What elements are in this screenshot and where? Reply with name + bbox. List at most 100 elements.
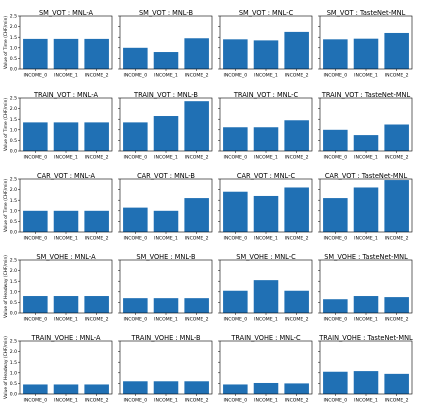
bar-income-1 — [253, 40, 279, 69]
y-tick-label: 0.5 — [10, 56, 17, 62]
subplot-title: SM_VOT : MNL-C — [239, 9, 294, 17]
y-tick-label: 2.5 — [10, 14, 17, 20]
x-tick-label: INCOME_1 — [254, 155, 278, 161]
y-tick-label: 0.0 — [10, 67, 17, 73]
bar-income-1 — [53, 38, 79, 69]
subplot-19: TRAIN_VOHE : MNL-C INCOME_0 INCOME_1 INCOME… — [218, 334, 313, 404]
x-tick-label: INCOME_0 — [223, 236, 247, 242]
subplot-title: SM_VOHE : MNL-A — [36, 253, 96, 261]
bar-income-1 — [153, 210, 179, 232]
x-tick-label: INCOME_2 — [285, 317, 309, 323]
y-tick-label: 2.0 — [10, 24, 17, 30]
subplot-16: SM_VOHE : TasteNet-MNL INCOME_0 INCOME_1 IN… — [318, 253, 413, 323]
subplot-title: TRAIN_VOHE : MNL-A — [30, 334, 101, 342]
bar-income-2 — [184, 298, 209, 313]
subplot-12: CAR_VOT : TasteNet-MNL INCOME_0 INCOME_1 IN… — [318, 172, 413, 242]
bar-income-2 — [84, 38, 109, 69]
y-tick-label: 2.5 — [10, 258, 17, 264]
bar-income-0 — [23, 38, 48, 69]
subplot-title: TRAIN_VOHE : MNL-B — [131, 334, 201, 342]
bar-income-1 — [53, 210, 79, 232]
subplot-title: SM_VOT : MNL-B — [139, 9, 194, 17]
bar-income-1 — [253, 127, 279, 151]
x-tick-label: INCOME_0 — [323, 155, 347, 161]
x-tick-label: INCOME_2 — [385, 155, 409, 161]
bar-income-1 — [153, 52, 179, 69]
bar-income-0 — [223, 127, 248, 151]
x-tick-label: INCOME_1 — [354, 73, 378, 79]
subplot-title: TRAIN_VOHE : TasteNet-MNL — [318, 334, 413, 342]
y-axis-label: Value of Headway (CHF/min) — [3, 255, 9, 318]
y-tick-label: 2.5 — [10, 339, 17, 345]
x-tick-label: INCOME_1 — [354, 155, 378, 161]
subplot-title: CAR_VOT : MNL-C — [237, 172, 296, 180]
x-tick-label: INCOME_2 — [385, 398, 409, 404]
x-tick-label: INCOME_1 — [154, 73, 178, 79]
y-tick-label: 2.0 — [10, 106, 17, 112]
subplot-17: TRAIN_VOHE : MNL-A INCOME_0 INCOME_1 INCOME… — [3, 334, 113, 404]
subplot-1: SM_VOT : MNL-A INCOME_0 INCOME_1 INCOME_2 0.… — [3, 9, 113, 79]
x-tick-label: INCOME_2 — [285, 155, 309, 161]
bar-income-2 — [284, 120, 309, 151]
bar-income-0 — [123, 47, 148, 69]
bar-income-1 — [353, 135, 379, 151]
x-tick-label: INCOME_0 — [123, 398, 147, 404]
y-tick-label: 1.0 — [10, 127, 17, 133]
bar-income-1 — [53, 296, 79, 313]
subplot-14: SM_VOHE : MNL-B INCOME_0 INCOME_1 INCOME_2 — [118, 253, 213, 323]
x-tick-label: INCOME_1 — [354, 317, 378, 323]
x-tick-label: INCOME_2 — [185, 398, 209, 404]
x-tick-label: INCOME_0 — [23, 317, 47, 323]
x-tick-label: INCOME_0 — [323, 236, 347, 242]
x-tick-label: INCOME_2 — [85, 155, 109, 161]
bar-income-1 — [353, 296, 379, 313]
subplot-title: SM_VOHE : MNL-B — [136, 253, 196, 261]
x-tick-label: INCOME_2 — [85, 317, 109, 323]
x-tick-label: INCOME_1 — [54, 155, 78, 161]
x-tick-label: INCOME_1 — [54, 236, 78, 242]
x-tick-label: INCOME_2 — [385, 236, 409, 242]
y-tick-label: 1.0 — [10, 370, 17, 376]
bar-income-0 — [323, 198, 348, 232]
y-tick-label: 0.5 — [10, 300, 17, 306]
subplot-6: TRAIN_VOT : MNL-B INCOME_0 INCOME_1 INCOME_… — [118, 91, 213, 161]
x-tick-label: INCOME_1 — [54, 73, 78, 79]
x-tick-label: INCOME_2 — [285, 398, 309, 404]
subplot-title: TRAIN_VOT : MNL-C — [233, 91, 299, 99]
bar-income-0 — [123, 207, 148, 232]
subplot-20: TRAIN_VOHE : TasteNet-MNL INCOME_0 INCOME_… — [318, 334, 413, 404]
subplot-title: TRAIN_VOT : TasteNet-MNL — [321, 91, 411, 99]
bar-income-1 — [353, 187, 379, 232]
subplot-13: SM_VOHE : MNL-A INCOME_0 INCOME_1 INCOME_2 0… — [3, 253, 113, 323]
y-axis-label: Value of Headway (CHF/min) — [3, 336, 9, 399]
bar-income-0 — [323, 129, 348, 151]
subplot-title: CAR_VOT : MNL-B — [137, 172, 195, 180]
x-tick-label: INCOME_0 — [223, 398, 247, 404]
x-tick-label: INCOME_2 — [185, 236, 209, 242]
x-tick-label: INCOME_2 — [85, 236, 109, 242]
y-tick-label: 0.5 — [10, 381, 17, 387]
y-tick-label: 2.0 — [10, 349, 17, 355]
bar-income-0 — [223, 384, 248, 394]
x-tick-label: INCOME_1 — [154, 317, 178, 323]
bar-income-1 — [353, 371, 379, 394]
subplot-title: TRAIN_VOHE : MNL-C — [230, 334, 301, 342]
bar-income-0 — [23, 296, 48, 313]
x-tick-label: INCOME_0 — [23, 398, 47, 404]
subplot-18: TRAIN_VOHE : MNL-B INCOME_0 INCOME_1 INCOME… — [118, 334, 213, 404]
subplot-title: CAR_VOT : MNL-A — [37, 172, 95, 180]
bar-income-0 — [23, 210, 48, 232]
bar-income-0 — [123, 122, 148, 151]
subplot-8: TRAIN_VOT : TasteNet-MNL INCOME_0 INCOME_1… — [318, 91, 413, 161]
bar-income-2 — [384, 124, 409, 151]
x-tick-label: INCOME_0 — [223, 317, 247, 323]
bar-income-1 — [53, 384, 79, 394]
x-tick-label: INCOME_0 — [323, 317, 347, 323]
y-axis-label: Value of Time (CHF/min) — [3, 179, 9, 233]
x-tick-label: INCOME_1 — [54, 317, 78, 323]
x-tick-label: INCOME_2 — [85, 73, 109, 79]
x-tick-label: INCOME_0 — [223, 73, 247, 79]
x-tick-label: INCOME_1 — [254, 236, 278, 242]
x-tick-label: INCOME_0 — [23, 73, 47, 79]
